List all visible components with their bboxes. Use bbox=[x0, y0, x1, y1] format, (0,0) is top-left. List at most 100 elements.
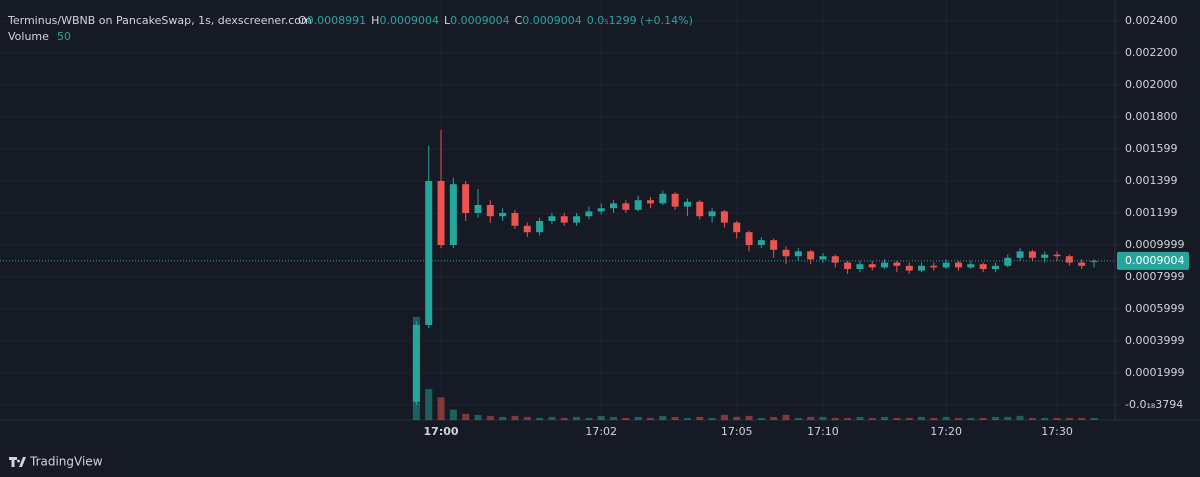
y-tick-label: 0.001399 bbox=[1125, 174, 1178, 187]
brand-name: TradingView bbox=[29, 455, 103, 469]
candle-body bbox=[856, 264, 864, 269]
volume-bar bbox=[449, 409, 457, 420]
ohlc-key: C bbox=[515, 14, 523, 27]
candle-body bbox=[881, 262, 889, 268]
volume-bar bbox=[942, 416, 950, 420]
volume-bar bbox=[967, 417, 975, 420]
candle-body bbox=[683, 201, 691, 207]
candle-body bbox=[622, 203, 630, 210]
volume-bar bbox=[425, 389, 433, 420]
candle-body bbox=[449, 184, 457, 245]
candle-body bbox=[770, 240, 778, 250]
candle-body bbox=[807, 251, 815, 260]
candle-body bbox=[745, 232, 753, 245]
grid: -0.0₁₈3794 0.0001999 0.0003999 0.0005999 0.0… bbox=[0, 0, 1185, 438]
volume-bar bbox=[930, 417, 938, 420]
candle-body bbox=[930, 265, 938, 268]
candle-body bbox=[548, 216, 556, 221]
candle-body bbox=[794, 251, 802, 257]
candle-body bbox=[486, 205, 494, 217]
volume-bar bbox=[893, 417, 901, 420]
volume-bar bbox=[881, 416, 889, 420]
volume-bar bbox=[1065, 417, 1073, 420]
candle-body bbox=[573, 216, 581, 223]
ohlc-key: L bbox=[444, 14, 451, 27]
candle-body bbox=[560, 216, 568, 223]
y-tick-label: 0.002200 bbox=[1125, 46, 1178, 59]
candle-body bbox=[425, 181, 433, 325]
candle-body bbox=[831, 256, 839, 263]
candle-body bbox=[1053, 254, 1061, 257]
volume-bar bbox=[1028, 417, 1036, 420]
candle-body bbox=[412, 324, 420, 402]
y-tick-label: 0.0003999 bbox=[1125, 334, 1185, 347]
volume-bar bbox=[1016, 415, 1024, 420]
candle-body bbox=[1028, 251, 1036, 258]
candle-body bbox=[979, 264, 987, 269]
x-tick-label: 17:20 bbox=[930, 425, 962, 438]
volume-bar bbox=[499, 416, 507, 420]
volume-bar bbox=[831, 417, 839, 420]
candle-body bbox=[967, 264, 975, 268]
candle-body bbox=[1078, 262, 1086, 266]
volume-bar bbox=[486, 415, 494, 420]
candle-body bbox=[868, 264, 876, 268]
y-tick-label: 0.0001999 bbox=[1125, 366, 1185, 379]
volume-bar bbox=[807, 416, 815, 420]
y-tick-label: 0.001199 bbox=[1125, 206, 1178, 219]
volume-bar bbox=[523, 416, 531, 420]
volume-label: Volume bbox=[8, 30, 49, 43]
volume-bar bbox=[720, 414, 728, 420]
volume-bar bbox=[782, 414, 790, 420]
x-tick-label: 17:05 bbox=[721, 425, 753, 438]
candle-body bbox=[597, 208, 605, 212]
candle-body bbox=[708, 211, 716, 217]
volume-bar bbox=[794, 417, 802, 420]
volume-bar bbox=[573, 416, 581, 420]
candle-body bbox=[523, 225, 531, 233]
price-tag bbox=[1117, 251, 1189, 270]
candle-body bbox=[585, 211, 593, 217]
volume-bar bbox=[979, 417, 987, 420]
volume-bar bbox=[560, 417, 568, 420]
x-tick-label: 17:10 bbox=[807, 425, 839, 438]
brand: TradingView bbox=[9, 455, 103, 469]
volume-bar bbox=[1078, 417, 1086, 420]
price-tag-label: 0.0009004 bbox=[1125, 254, 1185, 267]
ohlc-value: 0.0009004 bbox=[522, 14, 582, 27]
candle-body bbox=[462, 184, 470, 214]
volume-bar bbox=[437, 397, 445, 420]
volume-bar bbox=[597, 415, 605, 420]
ohlc-value: 0.0009004 bbox=[379, 14, 439, 27]
volume-bar bbox=[474, 414, 482, 420]
y-tick-label: 0.001599 bbox=[1125, 142, 1178, 155]
candle-layer bbox=[412, 129, 1098, 405]
change: 0.0₅1299 (+0.14%) bbox=[587, 14, 693, 27]
volume-bar bbox=[646, 417, 654, 420]
ohlc-key: O bbox=[298, 14, 307, 27]
candle-body bbox=[844, 262, 852, 269]
volume-bar bbox=[1053, 417, 1061, 420]
overlay: 0.0009004 bbox=[0, 251, 1189, 270]
x-tick-label: 17:00 bbox=[424, 425, 459, 438]
volume-bar bbox=[868, 417, 876, 420]
volume-bar bbox=[991, 416, 999, 420]
y-tick-label: 0.0007999 bbox=[1125, 270, 1185, 283]
volume-bar bbox=[671, 416, 679, 420]
volume-bar bbox=[757, 417, 765, 420]
volume-bar bbox=[696, 416, 704, 420]
ohlc-values: O0.0008991 H0.0009004 L0.0009004 C0.0009004… bbox=[298, 14, 693, 27]
volume-bar bbox=[548, 416, 556, 420]
volume-bar bbox=[733, 416, 741, 420]
candle-body bbox=[1090, 260, 1098, 262]
volume-bar bbox=[462, 413, 470, 420]
volume-bar bbox=[1004, 416, 1012, 420]
y-tick-label: 0.0005999 bbox=[1125, 302, 1185, 315]
volume-bar bbox=[770, 416, 778, 420]
candle-body bbox=[536, 220, 544, 233]
x-tick-label: 17:30 bbox=[1041, 425, 1073, 438]
candle-body bbox=[671, 193, 679, 207]
